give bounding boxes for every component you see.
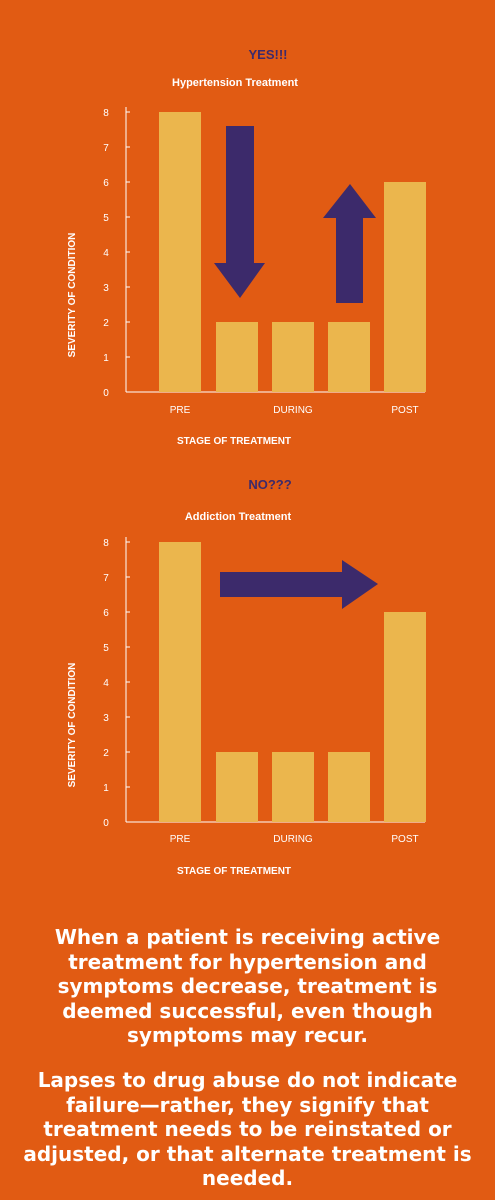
x-tick-label: PRE (170, 834, 191, 845)
y-tick-label: 1 (103, 353, 109, 364)
bar (328, 752, 370, 822)
arrow-up-icon (323, 184, 376, 303)
x-tick-label: DURING (273, 834, 313, 845)
arrow-down-icon (214, 126, 265, 298)
bar (159, 542, 201, 822)
y-axis-label: SEVERITY OF CONDITION (67, 233, 78, 358)
bar (384, 182, 426, 392)
addiction-chart: NO??? Addiction Treatment SEVERITY OF CO… (67, 477, 426, 877)
x-axis-label: STAGE OF TREATMENT (177, 436, 291, 447)
x-axis-label: STAGE OF TREATMENT (177, 866, 291, 877)
y-tick-label: 4 (103, 678, 109, 689)
plot-area: 0 1 2 3 4 5 6 7 8 PRE DURING POST (103, 537, 426, 845)
x-tick-label: DURING (273, 405, 313, 416)
y-tick-label: 6 (103, 178, 109, 189)
hypertension-explanation: When a patient is receiving active treat… (54, 925, 441, 1047)
y-tick-label: 2 (103, 748, 109, 759)
plot-area: 0 1 2 3 4 5 6 7 8 PRE DURING POST (103, 107, 426, 416)
x-tick-label: POST (391, 405, 418, 416)
chart-title: Hypertension Treatment (172, 77, 298, 89)
chart-verdict: NO??? (248, 477, 291, 492)
chart-verdict: YES!!! (249, 47, 288, 62)
y-tick-label: 1 (103, 783, 109, 794)
y-tick-label: 6 (103, 608, 109, 619)
bar (216, 322, 258, 392)
hypertension-chart: YES!!! Hypertension Treatment SEVERITY O… (67, 47, 426, 447)
bar (216, 752, 258, 822)
bar (272, 752, 314, 822)
bar (159, 112, 201, 392)
y-axis-label: SEVERITY OF CONDITION (67, 663, 78, 788)
addiction-explanation: Lapses to drug abuse do not indicate fai… (23, 1068, 472, 1190)
y-tick-label: 0 (103, 818, 109, 829)
y-tick-label: 8 (103, 108, 109, 119)
y-tick-label: 7 (103, 573, 109, 584)
y-tick-label: 4 (103, 248, 109, 259)
y-tick-label: 3 (103, 283, 109, 294)
bar (272, 322, 314, 392)
y-tick-label: 5 (103, 643, 109, 654)
x-tick-label: PRE (170, 405, 191, 416)
y-tick-label: 0 (103, 388, 109, 399)
bar (328, 322, 370, 392)
y-tick-label: 8 (103, 538, 109, 549)
arrow-right-icon (220, 560, 378, 609)
y-tick-label: 5 (103, 213, 109, 224)
chart-title: Addiction Treatment (185, 511, 292, 523)
y-tick-label: 2 (103, 318, 109, 329)
bar (384, 612, 426, 822)
y-tick-label: 3 (103, 713, 109, 724)
y-tick-label: 7 (103, 143, 109, 154)
x-tick-label: POST (391, 834, 418, 845)
